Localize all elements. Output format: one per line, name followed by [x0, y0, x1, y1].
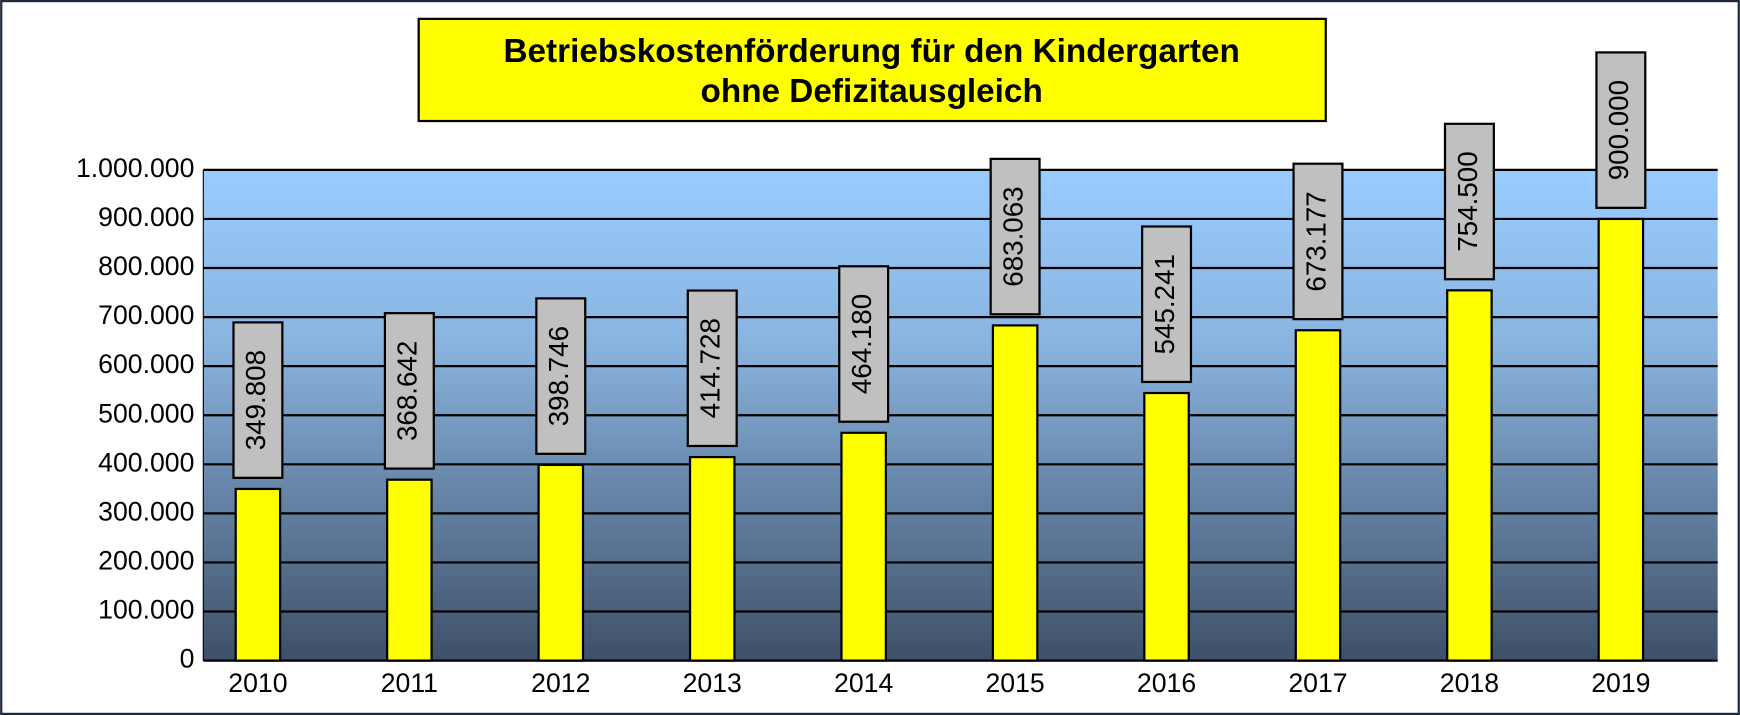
- value-label-box: [535, 297, 587, 455]
- title-box: [417, 17, 1327, 123]
- value-label: 464.180: [846, 294, 877, 394]
- x-tick-label: 2018: [1440, 668, 1499, 698]
- value-label-box: [1443, 122, 1495, 281]
- value-label: 545.241: [1149, 254, 1180, 354]
- x-tick-label: 2011: [381, 668, 438, 698]
- value-label-box: [1141, 225, 1193, 384]
- y-tick-label: 700.000: [98, 300, 194, 330]
- value-label-box: [383, 312, 435, 470]
- bar: [1143, 391, 1190, 662]
- y-tick-label: 100.000: [98, 595, 194, 625]
- y-tick-label: 400.000: [98, 447, 194, 477]
- value-label: 414.728: [695, 318, 726, 418]
- y-tick-label: 300.000: [98, 496, 194, 526]
- bar: [1294, 329, 1342, 662]
- y-tick-label: 600.000: [98, 349, 194, 379]
- y-tick-label: 500.000: [98, 398, 194, 428]
- y-tick-label: 1.000.000: [76, 153, 194, 183]
- x-tick-label: 2014: [834, 668, 893, 698]
- value-label-box: [1595, 51, 1647, 209]
- value-label-box: [232, 321, 284, 479]
- value-label: 754.500: [1452, 151, 1483, 251]
- y-tick-label: 0: [180, 644, 195, 674]
- x-tick-label: 2015: [985, 668, 1044, 698]
- x-tick-label: 2013: [683, 668, 742, 698]
- value-label: 349.808: [240, 350, 271, 450]
- bar: [537, 463, 585, 662]
- value-label-box: [1292, 162, 1344, 321]
- value-label: 673.177: [1300, 191, 1331, 291]
- bar: [386, 478, 433, 662]
- chart-title: Betriebskostenförderung für den Kinderga…: [504, 33, 1240, 110]
- x-tick-label: 2012: [531, 668, 590, 698]
- value-label: 900.000: [1603, 80, 1634, 180]
- value-label: 683.063: [997, 186, 1028, 286]
- bar: [991, 324, 1039, 662]
- bar: [840, 431, 887, 662]
- value-label-box: [989, 157, 1041, 316]
- bar: [688, 455, 736, 662]
- value-label-box: [838, 265, 890, 423]
- x-tick-label: 2016: [1137, 668, 1196, 698]
- value-label-box: [686, 289, 738, 448]
- y-tick-label: 200.000: [98, 545, 194, 575]
- x-tick-label: 2019: [1591, 668, 1650, 698]
- x-tick-label: 2017: [1288, 668, 1347, 698]
- bar: [1446, 289, 1493, 662]
- x-tick-label: 2010: [228, 668, 287, 698]
- y-tick-label: 800.000: [98, 251, 194, 281]
- value-label: 398.746: [543, 326, 574, 426]
- y-tick-label: 900.000: [98, 202, 194, 232]
- bar: [234, 487, 282, 662]
- value-label: 368.642: [392, 341, 423, 441]
- bar: [1597, 217, 1645, 662]
